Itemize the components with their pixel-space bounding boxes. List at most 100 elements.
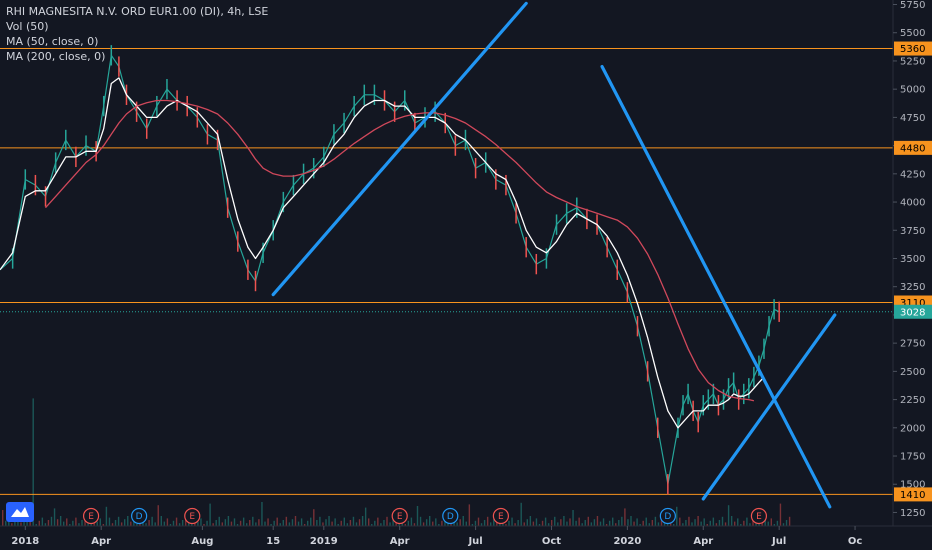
volume-bar [5,520,7,526]
volume-bar [523,522,525,526]
volume-bar [255,522,257,526]
volume-bar [682,523,684,526]
volume-bar [343,517,345,526]
price-axis-label: 2750 [900,339,925,350]
earnings-marker-label: E [756,512,762,522]
volume-bar [782,523,785,526]
volume-bar [746,517,748,526]
chart-series [0,45,780,495]
volume-bar [694,519,696,526]
volume-bar [364,507,367,526]
volume-bar [81,520,83,526]
dividend-marker[interactable] [659,507,676,525]
legend-ma50[interactable]: MA (50, close, 0) [6,35,99,48]
volume-bar [285,516,288,526]
volume-bar [654,516,657,526]
earnings-marker[interactable] [492,507,509,525]
price-axis-label: 2500 [900,367,925,378]
volume-bar [63,521,65,526]
trendline[interactable] [701,313,837,501]
volume-bar [676,506,678,526]
earnings-marker[interactable] [391,507,408,525]
volume-bar [538,524,541,526]
volume-bar [734,521,736,526]
trendlines[interactable] [271,1,837,509]
volume-bar [618,520,620,526]
last-price-tag: 3028 [900,307,925,318]
volume-bar [740,524,742,526]
volume-bar [47,520,50,526]
volume-bar [96,521,98,526]
volume-bar [447,523,449,526]
volume-bar [569,518,571,526]
volume-bar [612,517,614,526]
legend-ma200[interactable]: MA (200, close, 0) [6,50,106,63]
volume-bar [221,522,223,526]
volume-bar [154,522,156,526]
volume-bar [307,520,309,526]
price-axis-label: 5000 [900,85,925,96]
volume-bar [593,519,596,526]
volume-bar [44,523,47,526]
price-axis-label: 5750 [900,0,925,11]
volume-bar [120,522,123,526]
price-axis-label: 1500 [900,480,925,491]
volume-bar [352,516,355,526]
volume-bar [422,522,425,526]
price-axis-label: 3500 [900,254,925,265]
trendline[interactable] [600,64,832,509]
volume-bar [410,517,413,526]
volume-bar [233,518,236,526]
earnings-marker-label: E [397,512,403,522]
legend-symbol-title[interactable]: RHI MAGNESITA N.V. ORD EUR1.00 (DI), 4h,… [6,5,269,18]
price-axis-label: 1250 [900,508,925,519]
volume-bar [788,516,791,526]
volume-bar [706,524,708,526]
volume-bar [724,522,727,526]
volume-bar [276,517,278,526]
dividend-marker-label: D [136,512,143,522]
volume-bar [322,522,324,526]
volume-bar [133,518,135,526]
volume-bar [246,523,248,526]
dividend-marker[interactable] [131,507,148,525]
trendline[interactable] [271,1,528,297]
volume-bar [358,519,361,526]
volume-bar [737,518,739,526]
volume-bar [294,516,297,526]
legend-volume[interactable]: Vol (50) [6,20,49,33]
volume-bar [258,519,260,526]
dividend-marker-label: D [447,512,454,522]
time-axis-label: Jul [771,536,786,547]
dividend-marker[interactable] [442,507,459,525]
volume-bar [700,521,702,526]
time-axis-label: Oct [542,536,561,547]
earnings-marker[interactable] [750,507,768,525]
time-axis[interactable]: 2018 Apr Aug 15 2019 Apr Jul Oct 2020 Apr Jul Oc [11,526,862,547]
volume-bar [575,520,577,526]
volume-bar [459,519,461,526]
volume-bar [557,522,559,526]
volume-bar [627,519,629,526]
volume-bar [136,524,138,526]
volume-bar [35,524,37,526]
volume-bar [673,524,675,526]
price-axis-label: 2250 [900,395,925,406]
series-line-price [0,54,780,485]
price-axis[interactable]: 5750550052505000475045004250400037503500… [893,0,925,519]
earnings-marker[interactable] [82,507,100,525]
volume-bar [319,516,321,526]
volume-bar [163,521,166,526]
volume-bar [38,520,40,526]
price-level-lines[interactable] [0,48,893,495]
price-axis-label: 3750 [900,226,925,237]
volume-bar [697,516,699,526]
volume-bar [624,508,626,526]
volume-bar [621,516,623,526]
earnings-marker[interactable] [184,507,201,525]
tradingview-logo-icon[interactable] [6,502,34,522]
volume-bar [148,520,150,526]
volume-bar [224,519,227,526]
